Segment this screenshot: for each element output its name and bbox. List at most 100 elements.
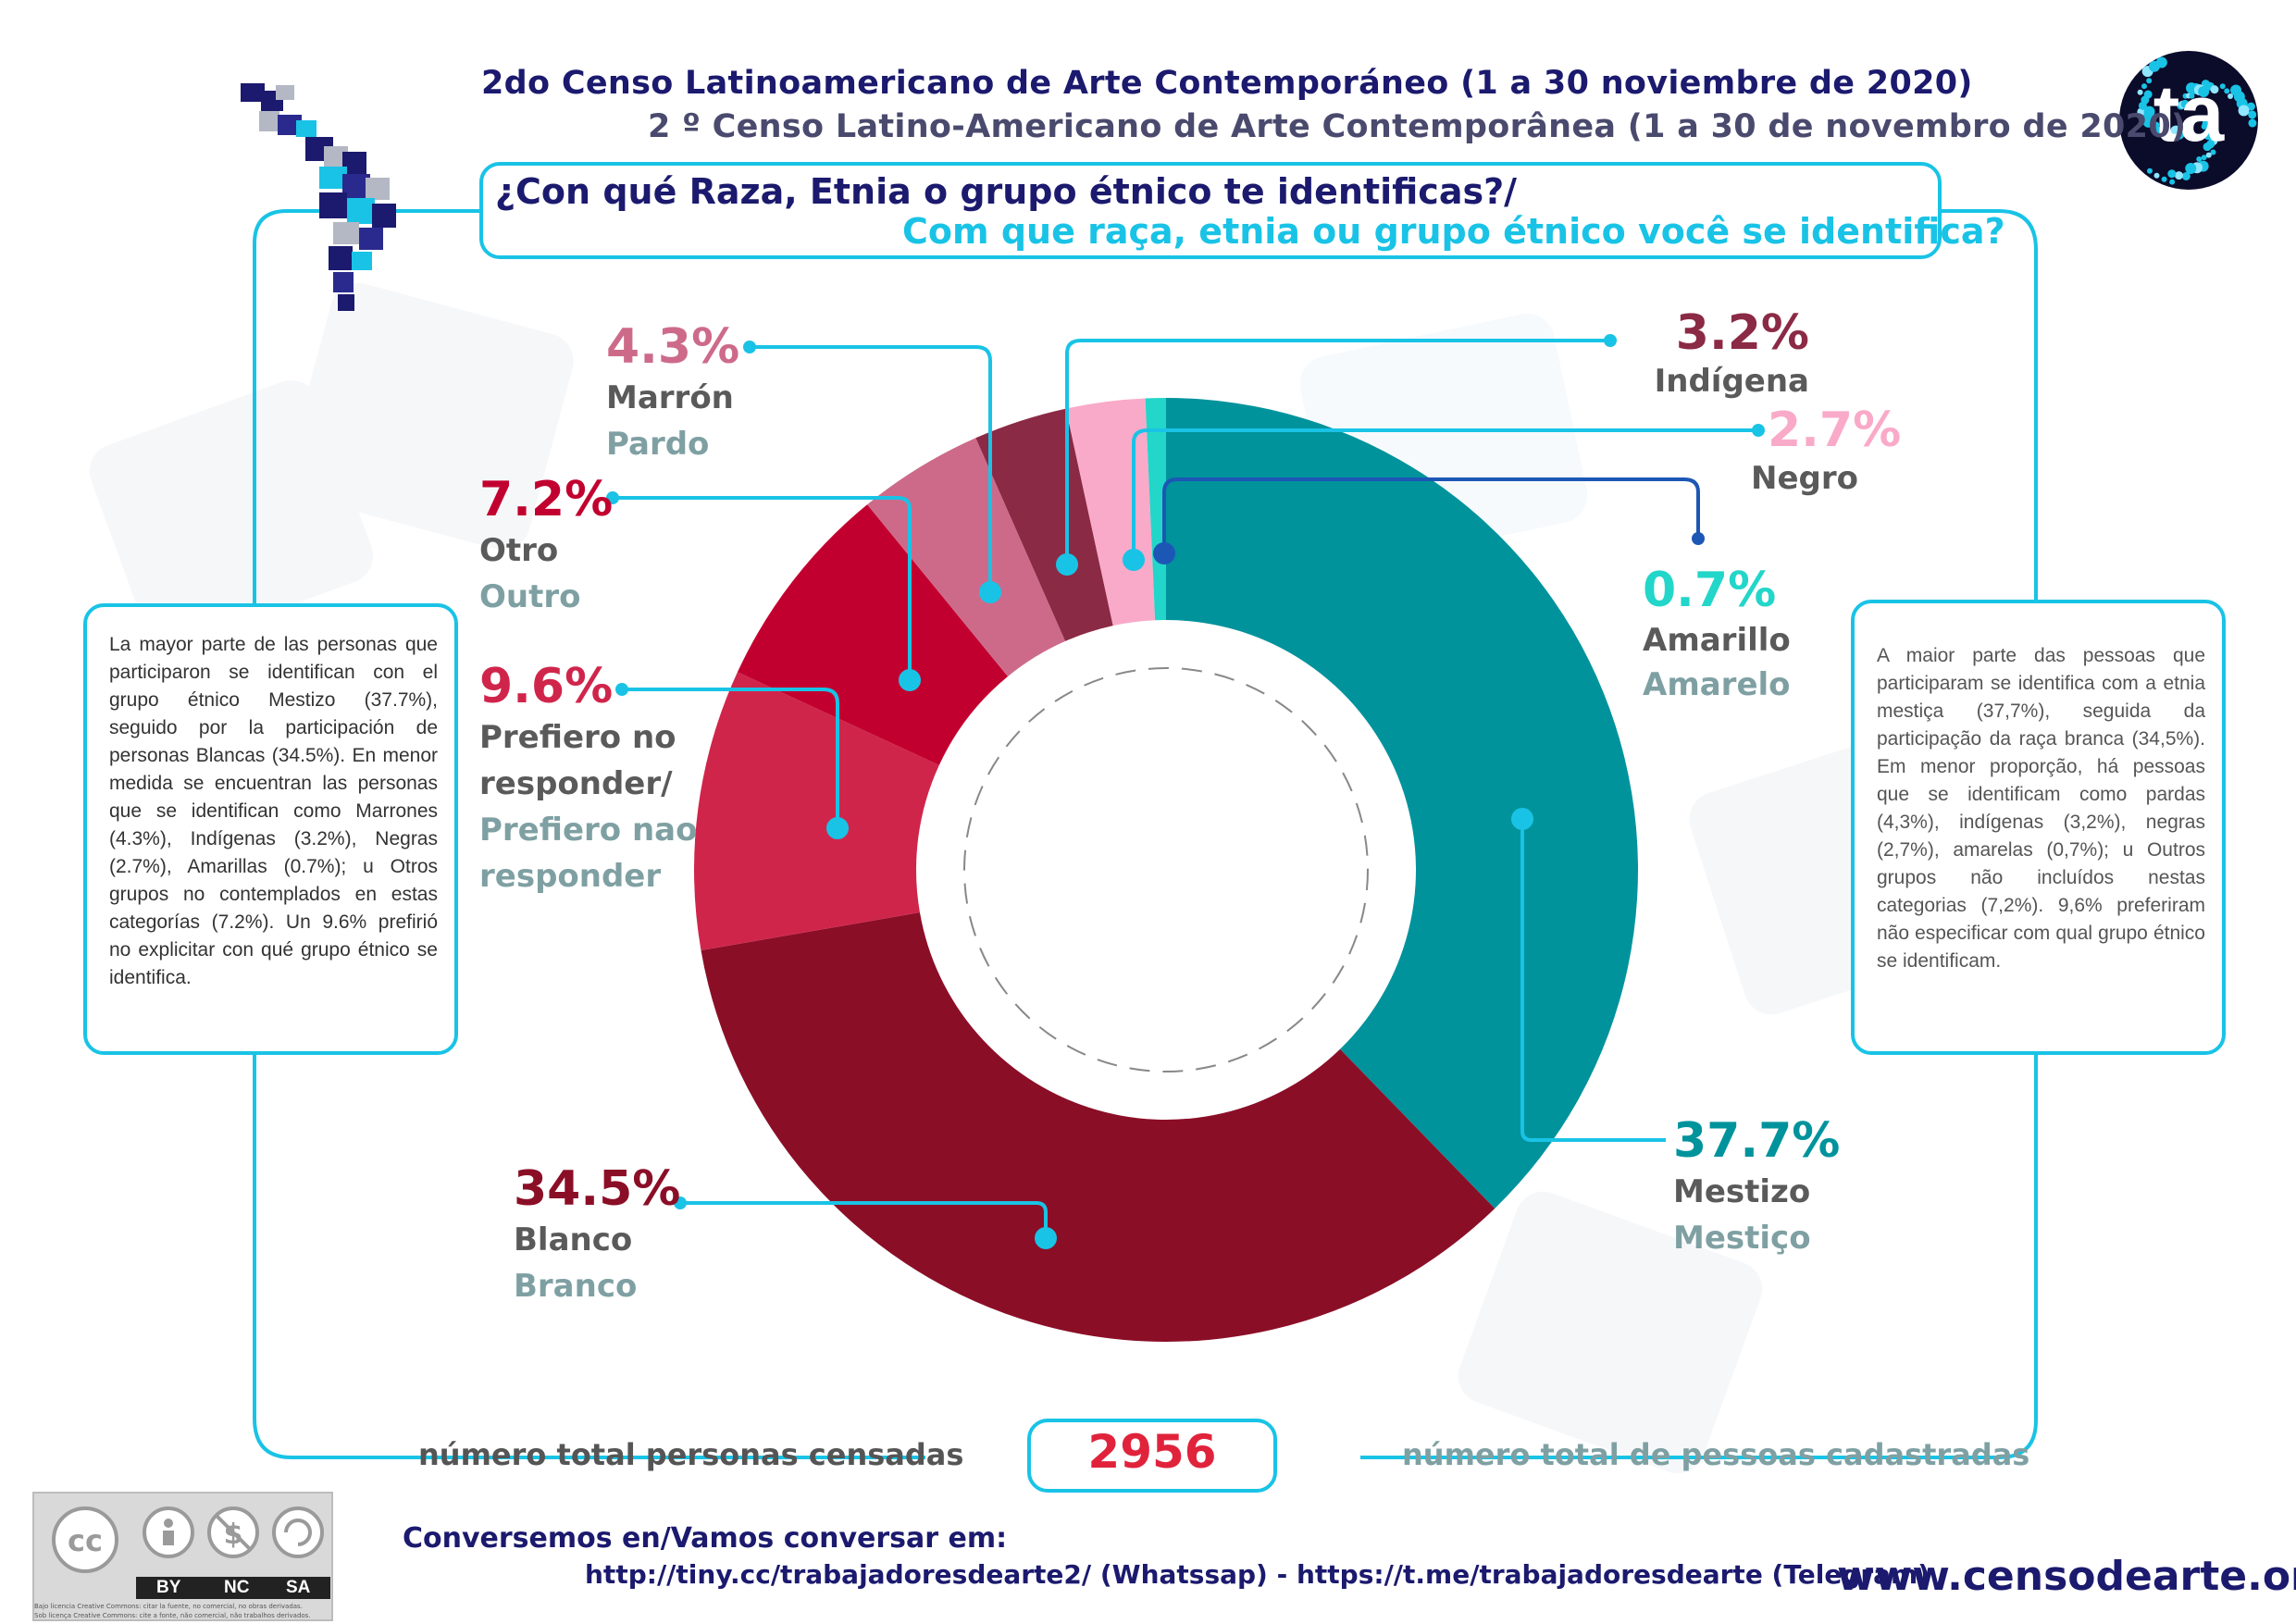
donut-slice-ind-gena (975, 408, 1113, 641)
logo-dot (2201, 123, 2207, 130)
cc-license-badge[interactable]: cc $ BY NC SA (32, 1492, 333, 1621)
label-prefiero-es-1: Prefiero no (479, 719, 676, 756)
svg-text:cc: cc (68, 1523, 103, 1558)
logo-dot (2181, 171, 2191, 180)
label-prefiero-pt-1: Prefiero nao (479, 812, 698, 849)
leader-end-amarillo (1692, 532, 1705, 545)
logo-dot (2219, 83, 2226, 90)
pct-negro: 2.7% (1768, 403, 1902, 458)
label-marron: 4.3% Marrón Pardo (606, 319, 739, 467)
logo-dot (2203, 129, 2215, 141)
contact-links[interactable]: http://tiny.cc/trabajadoresdearte2/ (Wha… (585, 1559, 1930, 1590)
cc-icon (52, 1506, 118, 1573)
logo-dot (2141, 83, 2148, 90)
logo-dot (2248, 110, 2257, 119)
pct-mestizo: 37.7% (1673, 1113, 1841, 1169)
label-indigena-es: Indígena (1654, 363, 1809, 400)
logo-dot (2228, 93, 2234, 99)
leader-line-amarillo (1162, 477, 1700, 553)
leader-dot-blanco (1035, 1227, 1057, 1249)
logo-dot (2201, 155, 2207, 161)
logo-dot (2146, 78, 2153, 84)
logo-dot (2185, 162, 2197, 174)
badge-by: BY (156, 1578, 181, 1597)
logo-dot (2205, 152, 2212, 158)
leader-dot-prefiero (826, 817, 849, 839)
label-mestizo-pt: Mestiço (1673, 1220, 1811, 1257)
donut-chart (694, 398, 1639, 1343)
leader-end-prefiero (615, 683, 628, 696)
label-marron-pt: Pardo (606, 426, 710, 463)
label-prefiero-pt-2: responder (479, 858, 662, 895)
label-mestizo: 37.7% Mestizo Mestiço (1673, 1113, 1840, 1261)
pct-prefiero: 9.6% (479, 659, 614, 714)
leader-end-otro (606, 491, 619, 504)
leader-line-otro (613, 496, 912, 680)
leader-dot-otro (899, 669, 921, 691)
pct-otro: 7.2% (479, 472, 614, 527)
logo-dot (2196, 156, 2203, 163)
question-es: ¿Con qué Raza, Etnia o grupo étnico te i… (495, 171, 1518, 212)
label-negro-es: Negro (1751, 460, 1858, 497)
label-negro: 2.7% Negro (1751, 403, 1902, 499)
label-otro: 7.2% Otro Outro (479, 472, 613, 620)
pct-marron: 4.3% (606, 319, 740, 375)
leader-dot-negro (1123, 549, 1145, 571)
leader-line-marron (750, 345, 992, 592)
total-label-pt: número total de pessoas cadastradas (1402, 1437, 2030, 1472)
latin-america-map-logo (241, 83, 396, 311)
logo-dot (2146, 167, 2153, 174)
website-link[interactable]: www.censodearte.org (1837, 1553, 2296, 1600)
license-badges-bar: BY NC SA (136, 1577, 330, 1599)
donut-slice-blanco (701, 912, 1496, 1343)
total-box (1027, 1419, 1277, 1493)
donut-slice-amarillo (1145, 398, 1166, 621)
title-pt: 2 º Censo Latino-Americano de Arte Conte… (648, 108, 2187, 145)
cc-icons: cc $ (52, 1506, 324, 1573)
label-otro-es: Otro (479, 532, 559, 569)
leader-line-mestizo (1520, 819, 1666, 1142)
logo-dot (2238, 105, 2250, 117)
pct-indigena: 3.2% (1675, 305, 1809, 361)
total-value: 2956 (1087, 1425, 1217, 1479)
logo-dot (2153, 121, 2160, 128)
license-text-pt: Sob licença Creative Commons: cite a fon… (34, 1612, 311, 1619)
leader-lines (606, 334, 1765, 1249)
leader-end-blanco (674, 1196, 687, 1209)
leader-dot-indigena (1056, 553, 1078, 576)
leader-end-marron (743, 341, 756, 353)
logo-dot (2169, 179, 2176, 185)
logo-dot (2198, 85, 2210, 97)
question-box (479, 162, 1942, 259)
label-amarillo: 0.7% Amarillo Amarelo (1643, 563, 1791, 707)
donut-slice-mestizo (1166, 398, 1639, 1209)
logo-dot (2161, 176, 2167, 182)
logo-dot (2189, 93, 2195, 99)
pct-blanco: 34.5% (514, 1161, 681, 1217)
leader-line-indigena (1065, 339, 1610, 564)
summary-box-pt: A maior parte das pessoas que participar… (1851, 600, 2226, 1055)
label-prefiero: 9.6% Prefiero no responder/ Prefiero nao… (479, 659, 697, 899)
logo-dot (2167, 169, 2177, 179)
logo-dot (2180, 99, 2190, 108)
logo-dot (2154, 126, 2161, 132)
license-text-es: Bajo licencia Creative Commons: citar la… (34, 1603, 303, 1610)
inner-dashed-ring (963, 667, 1369, 1072)
label-blanco-pt: Branco (514, 1268, 638, 1305)
logo-dot (2161, 124, 2170, 133)
leader-end-negro (1752, 424, 1765, 437)
leader-end-indigena (1604, 334, 1617, 347)
logo-dot (2137, 89, 2143, 95)
title-es: 2do Censo Latinoamericano de Arte Contem… (481, 65, 1973, 102)
sa-icon (272, 1506, 324, 1558)
label-marron-es: Marrón (606, 379, 734, 416)
logo-dot (2153, 172, 2160, 179)
conversemos-text: Conversemos en/Vamos conversar em: (403, 1522, 1008, 1555)
leader-dot-amarillo (1153, 542, 1175, 564)
label-otro-pt: Outro (479, 578, 581, 615)
leader-dot-mestizo (1511, 808, 1533, 830)
leader-line-negro (1132, 428, 1758, 560)
logo-dot (2248, 118, 2257, 128)
logo-dot (2210, 85, 2219, 94)
